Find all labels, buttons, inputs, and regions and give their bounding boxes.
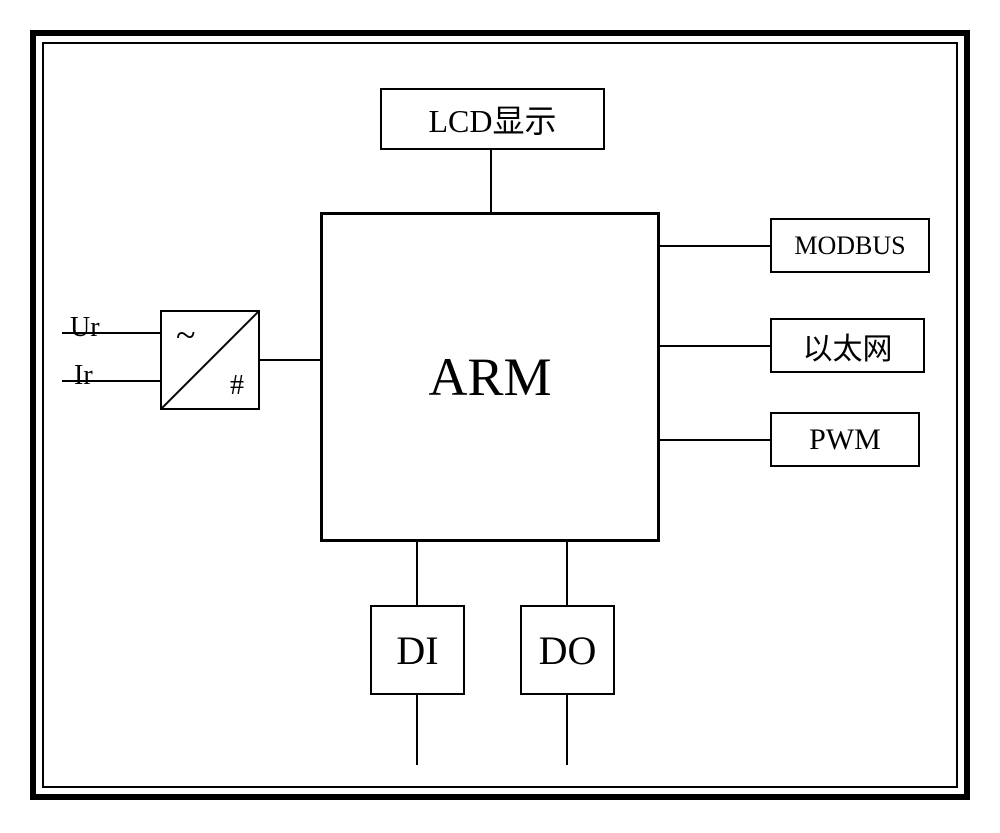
node-do-label: DO [539,627,597,674]
connector-arm-modbus [660,245,770,247]
node-lcd-label: LCD显示 [428,96,556,142]
node-arm-label: ARM [428,346,551,408]
node-digital-in: DI [370,605,465,695]
node-ethernet: 以太网 [770,318,925,373]
node-arm: ARM [320,212,660,542]
connector-do-tail [566,695,568,765]
connector-arm-ethernet [660,345,770,347]
adc-symbol-digital: # [230,370,244,402]
node-pwm-label: PWM [809,423,881,457]
node-di-label: DI [396,627,438,674]
node-pwm: PWM [770,412,920,467]
diagram-canvas: LCD显示 ARM MODBUS 以太网 PWM DI DO ~ # Ur Ir [0,0,1000,833]
input-label-ir: Ir [74,360,93,392]
node-modbus-label: MODBUS [794,231,905,261]
node-lcd-display: LCD显示 [380,88,605,150]
connector-lcd-arm [490,150,492,212]
node-modbus: MODBUS [770,218,930,273]
connector-arm-pwm [660,439,770,441]
adc-symbol-analog: ~ [176,314,195,356]
connector-arm-do [566,542,568,605]
input-label-ur: Ur [70,312,100,344]
connector-adc-arm [260,359,320,361]
connector-di-tail [416,695,418,765]
connector-arm-di [416,542,418,605]
node-digital-out: DO [520,605,615,695]
node-ethernet-label: 以太网 [803,324,893,368]
node-adc-converter: ~ # [160,310,260,410]
